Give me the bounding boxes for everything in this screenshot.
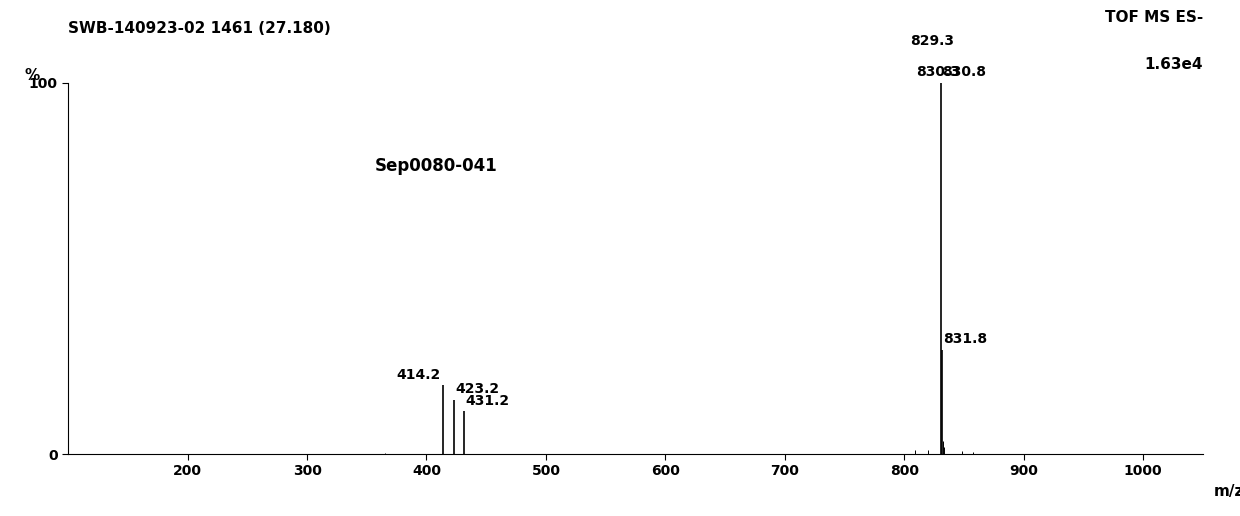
Text: m/z: m/z [1214, 484, 1240, 499]
Text: TOF MS ES-: TOF MS ES- [1105, 10, 1203, 25]
Text: 830.8: 830.8 [942, 65, 986, 79]
Text: 829.3: 829.3 [910, 34, 954, 47]
Text: 423.2: 423.2 [455, 382, 500, 396]
Text: SWB-140923-02 1461 (27.180): SWB-140923-02 1461 (27.180) [68, 21, 331, 36]
Text: Sep0080-041: Sep0080-041 [374, 157, 497, 175]
Text: 431.2: 431.2 [465, 394, 510, 408]
Text: %: % [25, 68, 40, 83]
Text: 414.2: 414.2 [397, 367, 441, 382]
Text: 830.3: 830.3 [916, 64, 960, 78]
Text: 831.8: 831.8 [944, 332, 987, 346]
Text: 1.63e4: 1.63e4 [1145, 57, 1203, 72]
